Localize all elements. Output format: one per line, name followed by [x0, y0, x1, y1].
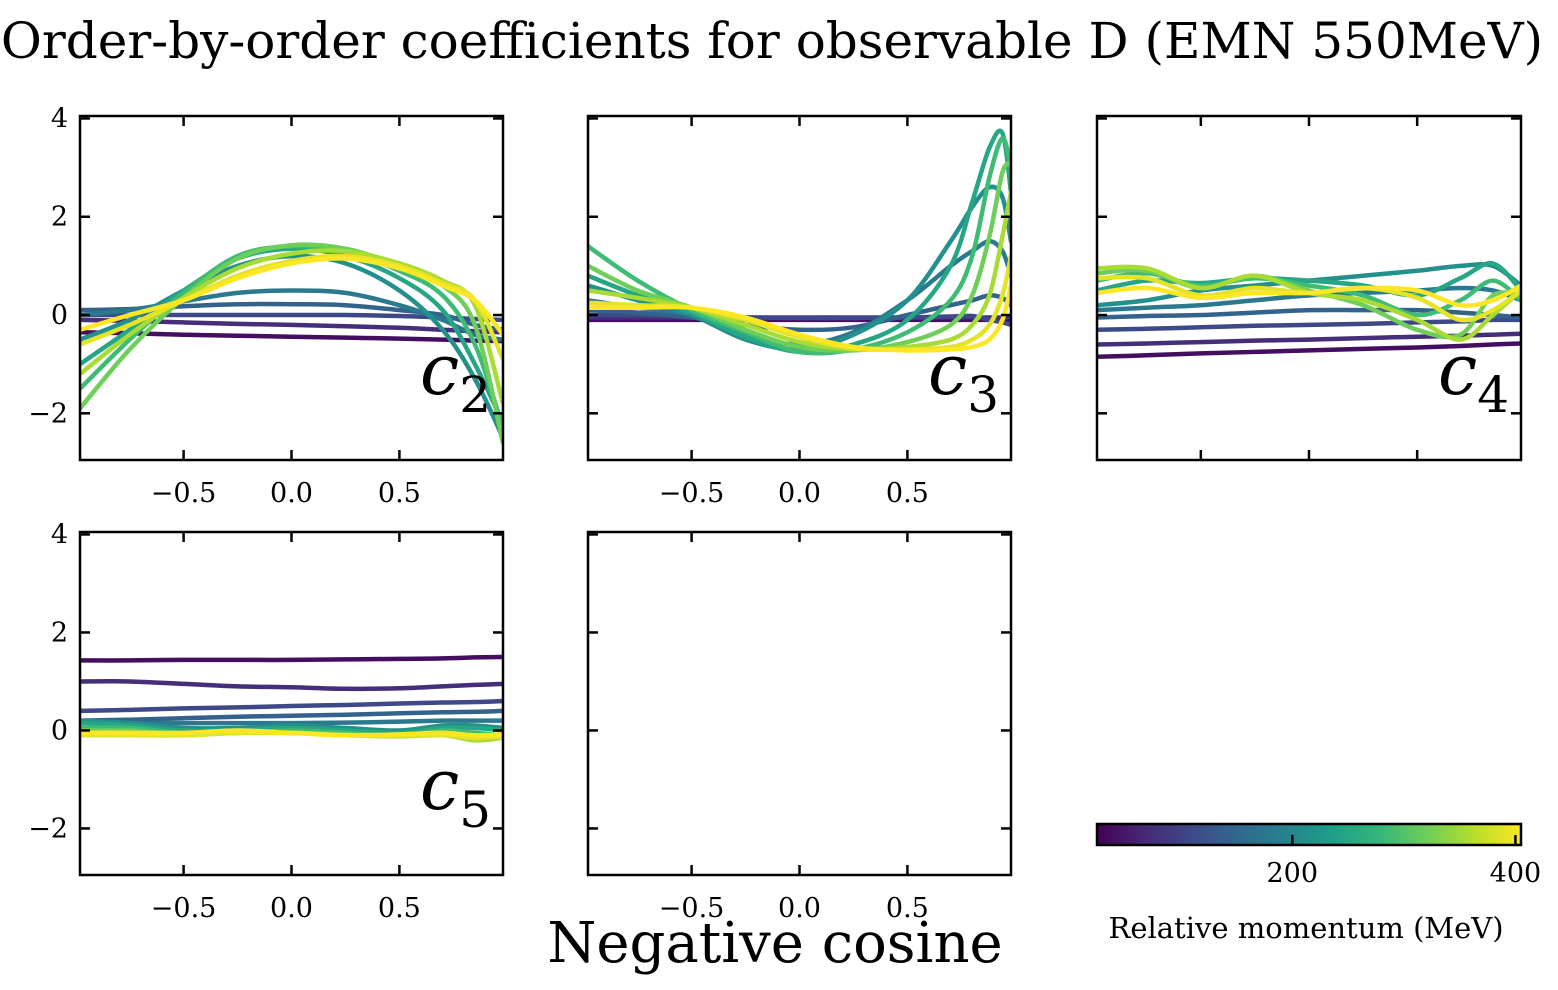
series-line-c3-5	[588, 184, 1011, 352]
x-tick-label: −0.5	[151, 478, 217, 509]
series-line-c2-10	[80, 253, 503, 362]
subplot-empty: −0.5 0.0 0.5	[586, 530, 1013, 924]
subplot-c3: −0.5 0.0 0.5 c3	[586, 114, 1013, 509]
axes-frame	[586, 530, 1013, 877]
series-line-c5-3	[80, 708, 503, 723]
subplot-c4: c4	[1095, 114, 1523, 462]
panel-label: c4	[1438, 329, 1509, 424]
x-tick-label: 0.0	[270, 893, 313, 924]
series-line-c4-1	[1097, 331, 1521, 347]
colorbar-frame	[1095, 822, 1523, 847]
y-tick-label: 0	[51, 715, 68, 746]
x-tick-label: 0.5	[886, 478, 929, 509]
x-tick-label: −0.5	[659, 893, 725, 924]
colorbar-tick-label: 400	[1490, 858, 1542, 889]
series-line-c5-0	[80, 654, 503, 663]
x-tick-label: 0.0	[778, 478, 821, 509]
series-line-c5-1	[80, 679, 503, 692]
series-line-c2-8	[80, 242, 503, 446]
series-line-c5-11	[80, 728, 503, 738]
series-line-c5-6	[80, 720, 503, 736]
colorbar-label: Relative momentum (MeV)	[1108, 911, 1503, 945]
series-line-c5-5	[80, 718, 503, 733]
x-tick-label: 0.5	[886, 893, 929, 924]
x-tick-label: 0.5	[378, 893, 421, 924]
colorbar-tick-label: 200	[1266, 858, 1318, 889]
y-tick-label: −2	[28, 813, 68, 844]
y-tick-label: 2	[51, 617, 68, 648]
series-line-c3-8	[588, 160, 1011, 353]
panel-label: c2	[420, 329, 491, 424]
colorbar: 200 400	[1095, 822, 1542, 889]
x-axis-label: Negative cosine	[547, 911, 1002, 976]
series-line-c4-2	[1097, 317, 1521, 333]
series-line-c3-11	[588, 283, 1011, 353]
curves	[80, 242, 503, 446]
subplot-grid: −0.5 0.0 0.5 −2 0 2 4 c2 −0.5 0.0 0.5 c3 c4 −0.5 0.0 0.…	[28, 103, 1523, 924]
curves	[588, 128, 1011, 356]
panel-label: c5	[420, 744, 491, 839]
x-tick-label: 0.0	[778, 893, 821, 924]
y-tick-label: 0	[51, 300, 68, 331]
curves	[1097, 260, 1521, 360]
x-tick-label: −0.5	[151, 893, 217, 924]
subplot-c2: −0.5 0.0 0.5 −2 0 2 4 c2	[28, 103, 505, 509]
series-line-c4-11	[1097, 283, 1521, 308]
series-line-c4-5	[1097, 261, 1521, 308]
series-line-c4-9	[1097, 264, 1521, 342]
y-tick-label: 4	[51, 519, 68, 550]
x-tick-label: −0.5	[659, 478, 725, 509]
y-tick-label: −2	[28, 398, 68, 429]
series-line-c4-3	[1097, 307, 1521, 320]
y-tick-label: 4	[51, 103, 68, 134]
curves	[80, 654, 503, 743]
series-line-c5-4	[80, 718, 503, 726]
figure-title: Order-by-order coefficients for observab…	[1, 12, 1543, 70]
subplot-c5: −0.5 0.0 0.5 −2 0 2 4 c5	[28, 519, 505, 924]
y-tick-label: 2	[51, 202, 68, 233]
series-line-c4-0	[1097, 341, 1521, 360]
panel-label: c3	[928, 329, 999, 424]
colorbar-gradient	[1097, 824, 1521, 845]
x-tick-label: 0.0	[270, 478, 313, 509]
series-line-c3-6	[588, 128, 1011, 355]
x-tick-label: 0.5	[378, 478, 421, 509]
series-line-c5-2	[80, 698, 503, 714]
series-line-c2-11	[80, 256, 503, 337]
